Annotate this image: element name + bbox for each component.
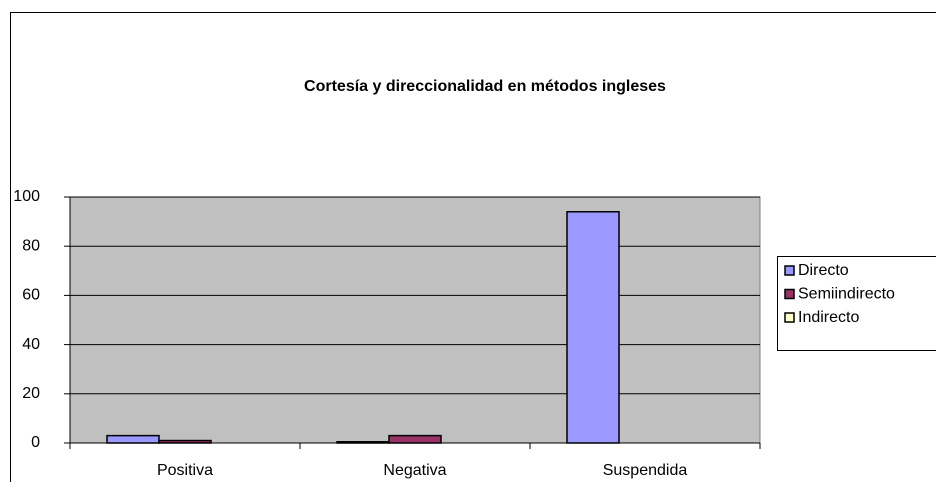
x-tick-label: Suspendida <box>603 462 688 479</box>
legend-label: Indirecto <box>798 309 859 326</box>
chart-title: Cortesía y direccionalidad en métodos in… <box>304 78 666 95</box>
y-tick-label: 100 <box>13 188 40 205</box>
bar <box>388 434 442 444</box>
legend-box <box>777 256 936 351</box>
y-tick-label: 80 <box>22 237 40 254</box>
legend-swatch <box>784 288 795 300</box>
bar <box>566 211 620 444</box>
legend-swatch <box>784 265 795 276</box>
legend-label: Semiindirecto <box>798 286 895 303</box>
bar <box>106 434 160 444</box>
x-tick-label: Negativa <box>383 462 446 479</box>
plot-area <box>69 196 761 444</box>
y-tick-label: 60 <box>22 287 40 304</box>
y-tick-label: 0 <box>31 434 40 451</box>
legend-label: Directo <box>798 262 849 279</box>
legend-swatch <box>784 312 795 323</box>
bar <box>336 441 390 444</box>
y-tick-label: 20 <box>22 385 40 402</box>
bar <box>158 439 212 444</box>
y-tick-label: 40 <box>22 336 40 353</box>
x-tick-label: Positiva <box>157 462 213 479</box>
